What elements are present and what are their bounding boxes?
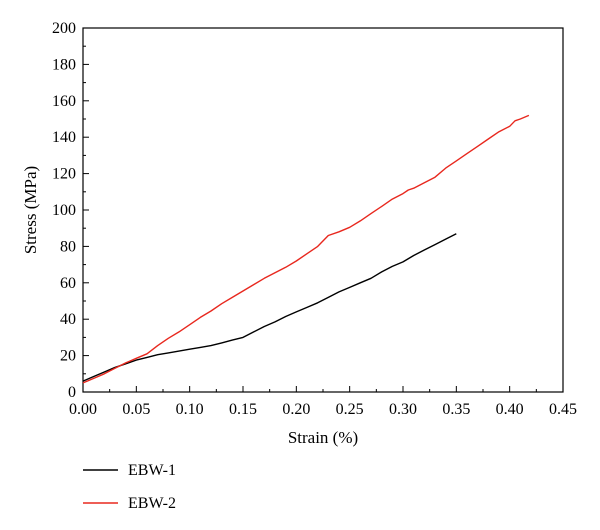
y-tick-label: 40: [60, 311, 76, 328]
series-line-ebw-1: [82, 233, 457, 382]
series-line-ebw-2: [82, 114, 530, 384]
plot-area: [82, 27, 564, 393]
y-axis-ticks: 0 20 40 60 80 100 120 140 160 180 200: [52, 20, 89, 401]
x-tick-label: 0.25: [336, 401, 364, 418]
x-axis-ticks: 0.00 0.05 0.10 0.15 0.20 0.25 0.30 0.35 0.40 0.45: [69, 386, 577, 418]
y-tick-label: 160: [52, 93, 76, 110]
series-layer: [82, 114, 530, 384]
x-tick-label: 0.15: [229, 401, 257, 418]
y-tick-label: 20: [60, 348, 76, 365]
x-tick-label: 0.20: [282, 401, 310, 418]
legend-label-ebw-1: EBW-1: [128, 462, 176, 479]
y-axis-title: Stress (MPa): [21, 166, 40, 254]
plot-frame: [82, 27, 564, 393]
x-tick-label: 0.05: [122, 401, 150, 418]
y-tick-label: 60: [60, 275, 76, 292]
y-tick-label: 0: [68, 384, 76, 401]
x-tick-label: 0.40: [496, 401, 524, 418]
x-tick-label: 0.35: [442, 401, 470, 418]
legend: EBW-1 EBW-2: [83, 462, 176, 512]
x-tick-label: 0.45: [549, 401, 577, 418]
y-tick-label: 200: [52, 20, 76, 37]
x-tick-label: 0.30: [389, 401, 417, 418]
y-tick-label: 180: [52, 56, 76, 73]
x-axis-title: Strain (%): [288, 428, 358, 447]
y-tick-label: 100: [52, 202, 76, 219]
x-tick-label: 0.00: [69, 401, 97, 418]
y-tick-label: 120: [52, 166, 76, 183]
y-tick-label: 80: [60, 238, 76, 255]
legend-label-ebw-2: EBW-2: [128, 495, 176, 512]
x-tick-label: 0.10: [176, 401, 204, 418]
y-tick-label: 140: [52, 129, 76, 146]
